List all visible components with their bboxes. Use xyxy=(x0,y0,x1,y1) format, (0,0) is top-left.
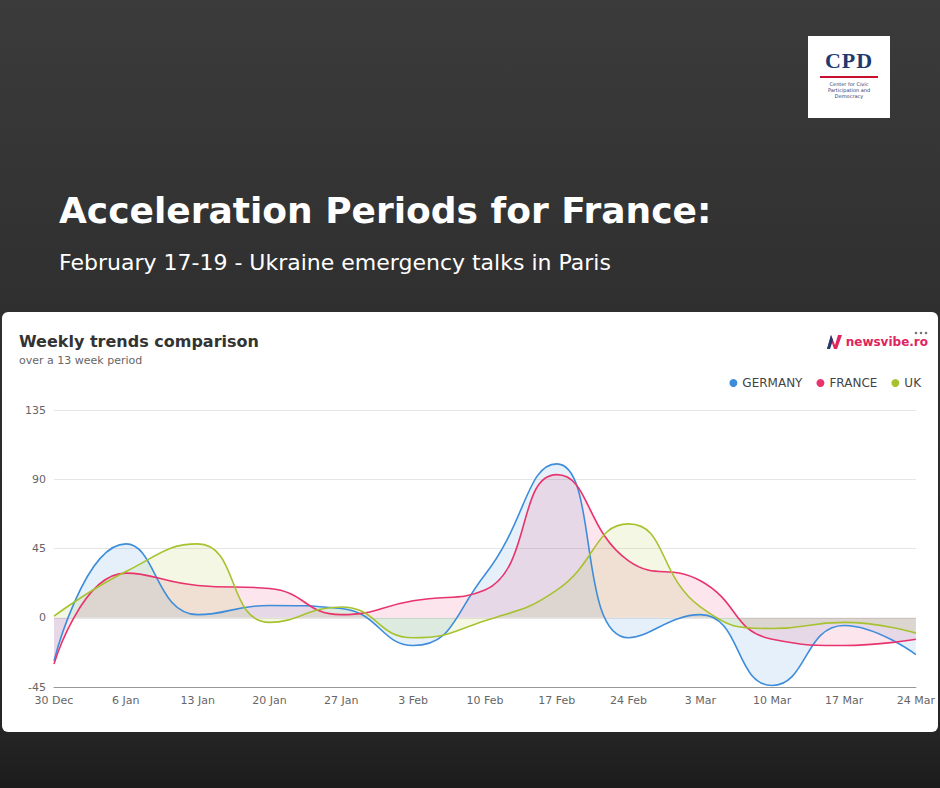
svg-text:FRANCE: FRANCE xyxy=(829,376,877,390)
svg-text:135: 135 xyxy=(25,404,46,417)
svg-text:over a 13 week period: over a 13 week period xyxy=(19,354,142,367)
html-text:newsvibe.ro: newsvibe.ro xyxy=(845,335,928,349)
svg-text:27 Jan: 27 Jan xyxy=(324,694,358,707)
svg-text:90: 90 xyxy=(32,473,46,486)
svg-text:Weekly trends comparison: Weekly trends comparison xyxy=(19,332,259,351)
svg-text:24 Mar: 24 Mar xyxy=(897,694,936,707)
svg-text:17 Mar: 17 Mar xyxy=(825,694,864,707)
svg-text:24 Feb: 24 Feb xyxy=(610,694,647,707)
svg-text:10 Mar: 10 Mar xyxy=(753,694,792,707)
svg-text:10 Feb: 10 Feb xyxy=(466,694,503,707)
svg-text:13 Jan: 13 Jan xyxy=(180,694,214,707)
svg-text:3 Mar: 3 Mar xyxy=(685,694,717,707)
html-text:February 17-19 - Ukraine emerg: February 17-19 - Ukraine emergency talks… xyxy=(59,250,611,275)
svg-text:GERMANY: GERMANY xyxy=(742,376,803,390)
svg-text:30 Dec: 30 Dec xyxy=(35,694,74,707)
svg-text:-45: -45 xyxy=(28,681,46,694)
html-text:Center for Civic Participation: Center for Civic Participation and Democ… xyxy=(827,81,871,99)
svg-text:3 Feb: 3 Feb xyxy=(398,694,428,707)
html-text:Acceleration Periods for Franc: Acceleration Periods for France: xyxy=(59,190,712,231)
svg-text:20 Jan: 20 Jan xyxy=(252,694,286,707)
svg-text:17 Feb: 17 Feb xyxy=(538,694,575,707)
svg-text:6 Jan: 6 Jan xyxy=(112,694,139,707)
html-text:CPD: CPD xyxy=(824,48,874,73)
svg-text:UK: UK xyxy=(904,376,922,390)
svg-text:0: 0 xyxy=(39,611,46,624)
svg-text:45: 45 xyxy=(32,542,46,555)
